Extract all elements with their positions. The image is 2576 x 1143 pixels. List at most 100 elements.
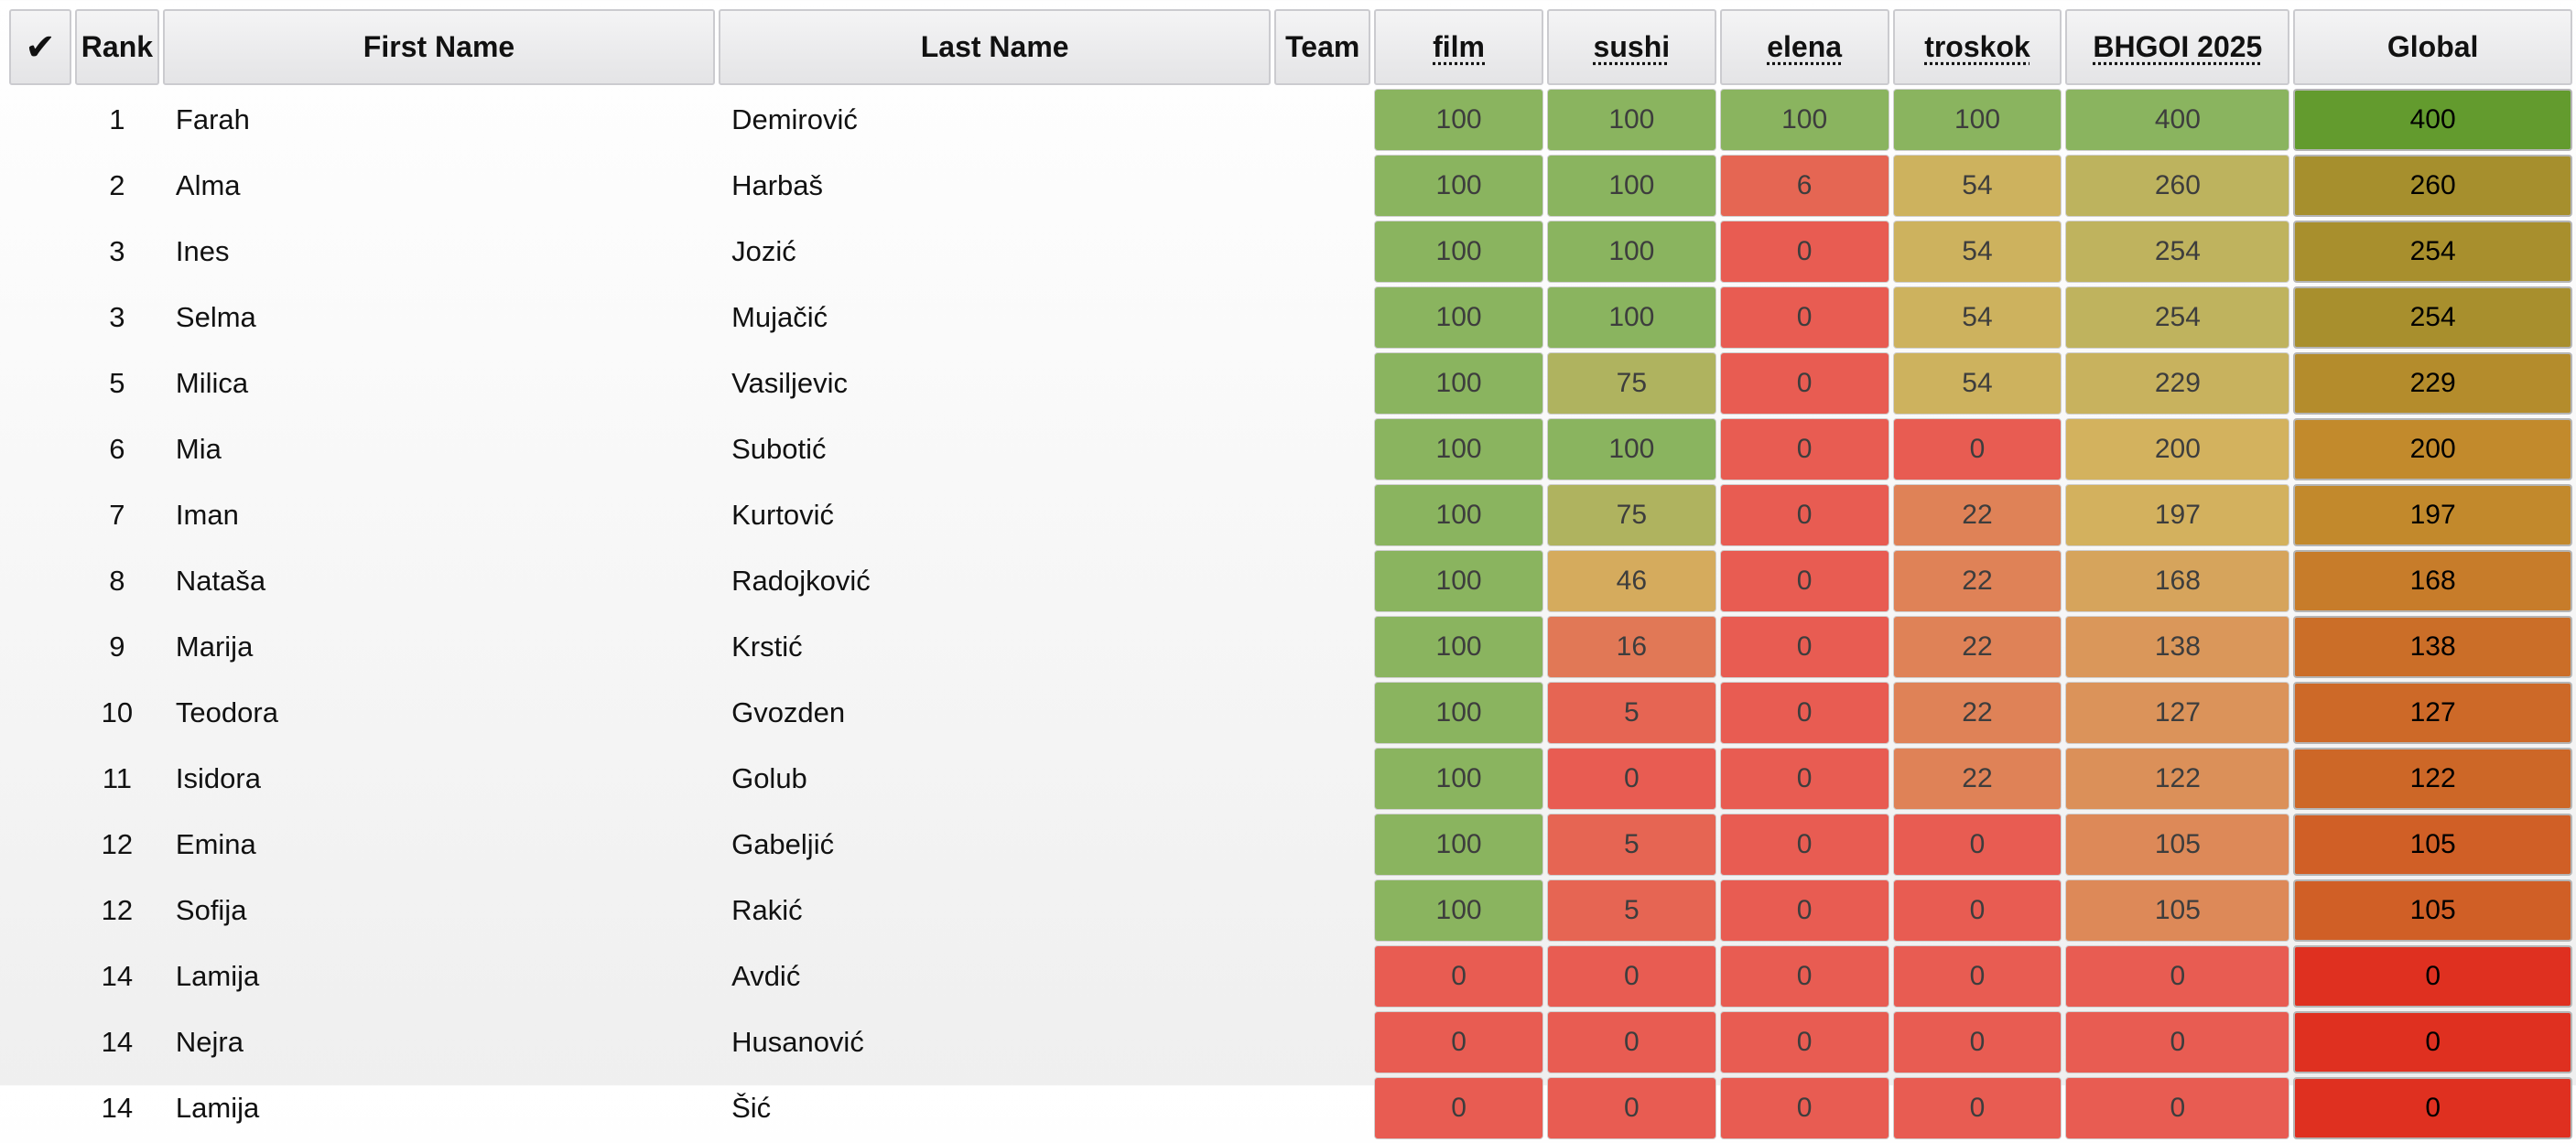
score-troskok: 22 — [1892, 616, 2062, 678]
row-select-cell[interactable] — [9, 1077, 71, 1139]
last-name-cell: Gabeljić — [731, 828, 835, 860]
contest-score-bhgoi-2025: 200 — [2065, 418, 2290, 480]
table-row[interactable]: 7 Iman Kurtović 100 75 0 22 197 197 — [9, 484, 2572, 546]
global-score: 254 — [2293, 221, 2572, 283]
last-name-cell: Vasiljevic — [731, 367, 848, 399]
task-header-film[interactable]: film — [1374, 9, 1543, 85]
rank-cell: 11 — [102, 762, 133, 794]
contest-score-bhgoi-2025: 0 — [2065, 1011, 2290, 1073]
team-cell — [1274, 221, 1370, 283]
score-troskok: 22 — [1892, 682, 2062, 744]
score-elena: 0 — [1719, 1011, 1889, 1073]
global-score: 105 — [2293, 879, 2572, 942]
table-row[interactable]: 11 Isidora Golub 100 0 0 22 122 122 — [9, 748, 2572, 810]
team-cell — [1274, 155, 1370, 217]
select-all-checkbox[interactable]: ✔ — [9, 9, 71, 85]
first-name-cell: Milica — [175, 367, 249, 399]
table-row[interactable]: 14 Lamija Šić 0 0 0 0 0 0 — [9, 1077, 2572, 1139]
global-score: 197 — [2293, 484, 2572, 546]
score-sushi: 100 — [1546, 221, 1716, 283]
table-row[interactable]: 12 Sofija Rakić 100 5 0 0 105 105 — [9, 879, 2572, 942]
table-row[interactable]: 14 Lamija Avdić 0 0 0 0 0 0 — [9, 945, 2572, 1008]
score-troskok: 22 — [1892, 484, 2062, 546]
table-row[interactable]: 6 Mia Subotić 100 100 0 0 200 200 — [9, 418, 2572, 480]
score-elena: 0 — [1719, 286, 1889, 349]
last-name-cell: Harbaš — [731, 169, 824, 201]
table-row[interactable]: 10 Teodora Gvozden 100 5 0 22 127 127 — [9, 682, 2572, 744]
score-troskok: 0 — [1892, 1077, 2062, 1139]
table-row[interactable]: 2 Alma Harbaš 100 100 6 54 260 260 — [9, 155, 2572, 217]
contest-header-bhgoi-2025[interactable]: BHGOI 2025 — [2065, 9, 2290, 85]
contest-score-bhgoi-2025: 254 — [2065, 221, 2290, 283]
last-name-cell: Demirović — [731, 103, 858, 135]
table-row[interactable]: 14 Nejra Husanović 0 0 0 0 0 0 — [9, 1011, 2572, 1073]
row-select-cell[interactable] — [9, 418, 71, 480]
global-score: 400 — [2293, 89, 2572, 151]
rank-header[interactable]: Rank — [74, 9, 159, 85]
table-row[interactable]: 3 Ines Jozić 100 100 0 54 254 254 — [9, 221, 2572, 283]
task-header-sushi[interactable]: sushi — [1546, 9, 1716, 85]
last-name-cell: Golub — [731, 762, 807, 794]
last-name-cell: Šić — [731, 1092, 772, 1124]
contest-score-bhgoi-2025: 168 — [2065, 550, 2290, 612]
rank-cell: 6 — [109, 433, 125, 465]
task-header-troskok[interactable]: troskok — [1892, 9, 2062, 85]
row-select-cell[interactable] — [9, 682, 71, 744]
team-cell — [1274, 89, 1370, 151]
rank-cell: 1 — [109, 103, 125, 135]
last-name-cell: Kurtović — [731, 499, 835, 531]
score-troskok: 22 — [1892, 748, 2062, 810]
score-film: 100 — [1374, 748, 1543, 810]
last-name-header[interactable]: Last Name — [719, 9, 1272, 85]
first-name-cell: Emina — [175, 828, 256, 860]
contest-score-bhgoi-2025: 229 — [2065, 352, 2290, 415]
last-name-cell: Radojković — [731, 565, 871, 597]
table-row[interactable]: 1 Farah Demirović 100 100 100 100 400 400 — [9, 89, 2572, 151]
contest-score-bhgoi-2025: 260 — [2065, 155, 2290, 217]
last-name-cell: Avdić — [731, 960, 801, 992]
score-sushi: 5 — [1546, 879, 1716, 942]
score-elena: 0 — [1719, 748, 1889, 810]
table-row[interactable]: 3 Selma Mujačić 100 100 0 54 254 254 — [9, 286, 2572, 349]
row-select-cell[interactable] — [9, 945, 71, 1008]
row-select-cell[interactable] — [9, 814, 71, 876]
row-select-cell[interactable] — [9, 484, 71, 546]
team-header[interactable]: Team — [1274, 9, 1371, 85]
score-film: 100 — [1374, 418, 1543, 480]
first-name-cell: Lamija — [175, 1092, 260, 1124]
table-row[interactable]: 5 Milica Vasiljevic 100 75 0 54 229 229 — [9, 352, 2572, 415]
row-select-cell[interactable] — [9, 286, 71, 349]
last-name-cell: Krstić — [731, 631, 803, 663]
row-select-cell[interactable] — [9, 550, 71, 612]
last-name-cell: Rakić — [731, 894, 803, 926]
team-cell — [1274, 286, 1370, 349]
first-name-cell: Ines — [175, 235, 230, 267]
first-name-cell: Isidora — [175, 762, 261, 794]
row-select-cell[interactable] — [9, 221, 71, 283]
global-header[interactable]: Global — [2293, 9, 2572, 85]
row-select-cell[interactable] — [9, 155, 71, 217]
team-cell — [1274, 1077, 1370, 1139]
task-header-elena[interactable]: elena — [1719, 9, 1889, 85]
table-row[interactable]: 9 Marija Krstić 100 16 0 22 138 138 — [9, 616, 2572, 678]
row-select-cell[interactable] — [9, 616, 71, 678]
row-select-cell[interactable] — [9, 879, 71, 942]
first-name-cell: Mia — [175, 433, 222, 465]
team-cell — [1274, 748, 1370, 810]
team-cell — [1274, 682, 1370, 744]
row-select-cell[interactable] — [9, 1011, 71, 1073]
row-select-cell[interactable] — [9, 748, 71, 810]
score-troskok: 0 — [1892, 418, 2062, 480]
ranking-header: ✔ Rank First Name Last Name Team film su… — [9, 9, 2572, 85]
score-elena: 0 — [1719, 879, 1889, 942]
first-name-header[interactable]: First Name — [162, 9, 716, 85]
score-troskok: 0 — [1892, 879, 2062, 942]
global-score: 0 — [2293, 1011, 2572, 1073]
table-row[interactable]: 8 Nataša Radojković 100 46 0 22 168 168 — [9, 550, 2572, 612]
row-select-cell[interactable] — [9, 352, 71, 415]
last-name-cell: Jozić — [731, 235, 796, 267]
row-select-cell[interactable] — [9, 89, 71, 151]
table-row[interactable]: 12 Emina Gabeljić 100 5 0 0 105 105 — [9, 814, 2572, 876]
team-cell — [1274, 814, 1370, 876]
score-sushi: 75 — [1546, 352, 1716, 415]
